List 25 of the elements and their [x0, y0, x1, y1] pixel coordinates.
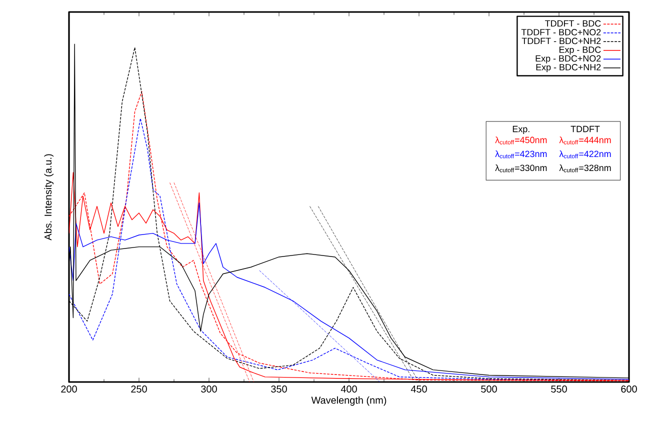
x-tick-label: 400 — [340, 386, 357, 393]
annotation: Exp. — [512, 126, 530, 134]
annotation: λ$_{cutoff}$=444nm — [559, 136, 611, 144]
x-tick-label: 250 — [131, 386, 147, 393]
legend-label: Exp - BDC — [560, 46, 601, 55]
x-tick-label: 200 — [61, 386, 77, 393]
annotation: λ$_{cutoff}$=422nm — [559, 150, 611, 158]
legend-label: Exp - BDC+NH2 — [536, 64, 601, 72]
x-tick-label: 550 — [551, 386, 567, 393]
x-tick-label: 300 — [201, 386, 217, 393]
legend-label: TDDFT - BDC+NO2 — [521, 29, 601, 36]
x-tick-label: 350 — [271, 386, 287, 393]
y-axis-title: Abs. Intensity (a.u.) — [44, 154, 54, 240]
x-tick-label: 500 — [481, 386, 497, 393]
annotation: λ$_{cutoff}$=328nm — [559, 164, 611, 172]
annotation: TDDFT — [570, 126, 600, 132]
legend-label: TDDFT - BDC — [545, 20, 601, 27]
annotation: λ$_{cutoff}$=423nm — [495, 150, 547, 158]
annotation: λ$_{cutoff}$=330nm — [495, 164, 547, 172]
annotation: λ$_{cutoff}$=450nm — [495, 136, 547, 144]
legend-label: Exp - BDC+NO2 — [536, 55, 601, 64]
x-axis-title: Wavelength (nm) — [311, 396, 386, 406]
x-tick-label: 600 — [621, 386, 637, 393]
legend-label: TDDFT - BDC+NH2 — [522, 38, 601, 44]
x-tick-label: 450 — [410, 386, 427, 393]
